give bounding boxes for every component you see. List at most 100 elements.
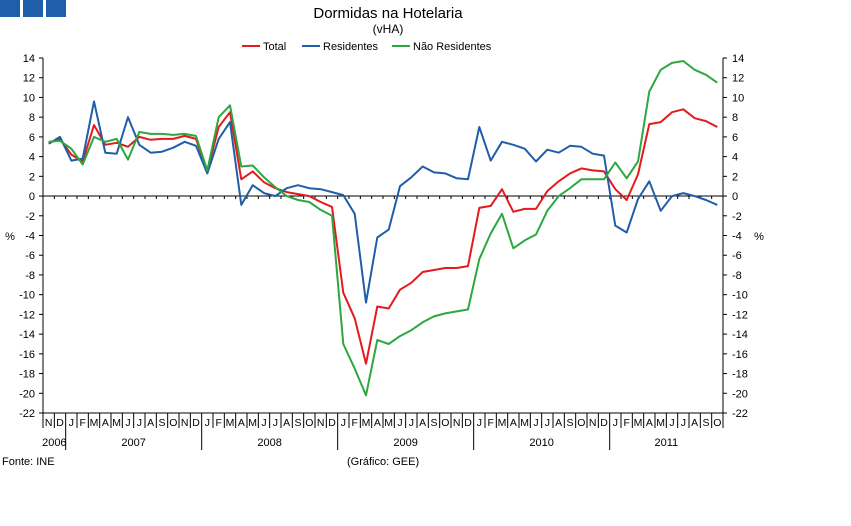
y-tick-label-right: -12 <box>732 309 748 321</box>
y-tick-label-right: 4 <box>732 152 738 164</box>
year-label: 2009 <box>393 437 417 449</box>
month-label: A <box>555 417 562 429</box>
chart-series <box>48 60 718 397</box>
series-line-residentes <box>48 100 718 304</box>
chart-axes: 14 14 12 12 10 10 8 8 6 6 4 4 2 2 0 0 -2 -2 -4 -4 -6 -6 -8 -8 -1… <box>19 53 748 450</box>
y-tick-label-right: 14 <box>732 53 744 65</box>
month-label: S <box>158 417 165 429</box>
chart-title: Dormidas na Hotelaria <box>313 5 463 22</box>
month-label: S <box>702 417 709 429</box>
y-tick-label-left: -16 <box>19 349 35 361</box>
month-label: F <box>623 417 629 429</box>
y-tick-label-right: -10 <box>732 290 748 302</box>
month-label: J <box>613 417 618 429</box>
y-tick-label-left: 2 <box>29 171 35 183</box>
month-label: J <box>477 417 482 429</box>
y-tick-label-left: 4 <box>29 152 35 164</box>
month-label: A <box>102 417 109 429</box>
y-tick-label-left: -8 <box>25 270 35 282</box>
month-label: O <box>713 417 721 429</box>
chart-subtitle: (vHA) <box>373 22 404 36</box>
chart-legend: Total Residentes Não Residentes <box>242 41 492 53</box>
month-label: J <box>409 417 414 429</box>
y-tick-label-right: -2 <box>732 211 742 223</box>
month-label: J <box>261 417 266 429</box>
month-label: M <box>498 417 507 429</box>
y-tick-label-left: 0 <box>29 191 35 203</box>
y-tick-label-left: -18 <box>19 369 35 381</box>
y-tick-label-left: -4 <box>25 231 35 243</box>
y-tick-label-right: 6 <box>732 132 738 144</box>
month-label: D <box>192 417 200 429</box>
y-tick-label-left: 14 <box>23 53 35 65</box>
year-label: 2011 <box>655 437 679 449</box>
month-label: N <box>453 417 461 429</box>
year-label: 2007 <box>121 437 145 449</box>
month-label: M <box>384 417 393 429</box>
y-axis-label-left: % <box>5 231 15 243</box>
month-label: O <box>305 417 313 429</box>
month-label: A <box>419 417 426 429</box>
month-label: D <box>464 417 472 429</box>
y-tick-label-right: -18 <box>732 369 748 381</box>
month-label: D <box>328 417 336 429</box>
month-label: O <box>169 417 177 429</box>
series-line-total <box>48 108 718 365</box>
month-label: M <box>520 417 529 429</box>
y-tick-label-right: -6 <box>732 250 742 262</box>
month-label: F <box>79 417 85 429</box>
month-label: M <box>112 417 121 429</box>
month-label: A <box>374 417 381 429</box>
chart-credit: (Gráfico: GEE) <box>347 456 420 468</box>
month-label: A <box>283 417 290 429</box>
month-label: M <box>634 417 643 429</box>
y-tick-label-right: -22 <box>732 408 748 420</box>
month-label: D <box>600 417 608 429</box>
month-label: J <box>273 417 278 429</box>
logo-square <box>0 0 20 17</box>
month-label: N <box>181 417 189 429</box>
month-label: M <box>90 417 99 429</box>
month-label: N <box>317 417 325 429</box>
month-label: A <box>510 417 517 429</box>
month-label: J <box>545 417 550 429</box>
legend-label: Residentes <box>323 41 379 53</box>
month-label: J <box>669 417 674 429</box>
y-tick-label-left: -22 <box>19 408 35 420</box>
month-label: F <box>487 417 493 429</box>
year-label: 2006 <box>42 437 66 449</box>
y-tick-label-right: 8 <box>732 112 738 124</box>
logo-square <box>23 0 43 17</box>
month-label: J <box>205 417 210 429</box>
source-note: Fonte: INE <box>2 456 55 468</box>
year-label: 2008 <box>257 437 281 449</box>
series-line-n-o-residentes <box>48 60 718 397</box>
y-tick-label-left: 12 <box>23 73 35 85</box>
y-tick-label-right: -14 <box>732 329 748 341</box>
month-label: A <box>691 417 698 429</box>
month-label: S <box>430 417 437 429</box>
month-label: M <box>226 417 235 429</box>
month-label: J <box>69 417 74 429</box>
y-tick-label-left: 6 <box>29 132 35 144</box>
y-axis-label-right: % <box>754 231 764 243</box>
y-tick-label-right: -20 <box>732 388 748 400</box>
month-label: J <box>137 417 142 429</box>
y-tick-label-right: -16 <box>732 349 748 361</box>
y-tick-label-left: 8 <box>29 112 35 124</box>
month-label: M <box>248 417 257 429</box>
y-tick-label-right: 2 <box>732 171 738 183</box>
y-tick-label-right: 0 <box>732 191 738 203</box>
month-label: F <box>351 417 357 429</box>
y-tick-label-right: 10 <box>732 92 744 104</box>
y-tick-label-left: 10 <box>23 92 35 104</box>
month-label: A <box>646 417 653 429</box>
y-tick-label-left: -14 <box>19 329 35 341</box>
y-tick-label-left: -20 <box>19 388 35 400</box>
y-tick-label-left: -12 <box>19 309 35 321</box>
month-label: J <box>125 417 130 429</box>
y-tick-label-left: -6 <box>25 250 35 262</box>
month-label: J <box>681 417 686 429</box>
legend-label: Não Residentes <box>413 41 492 53</box>
